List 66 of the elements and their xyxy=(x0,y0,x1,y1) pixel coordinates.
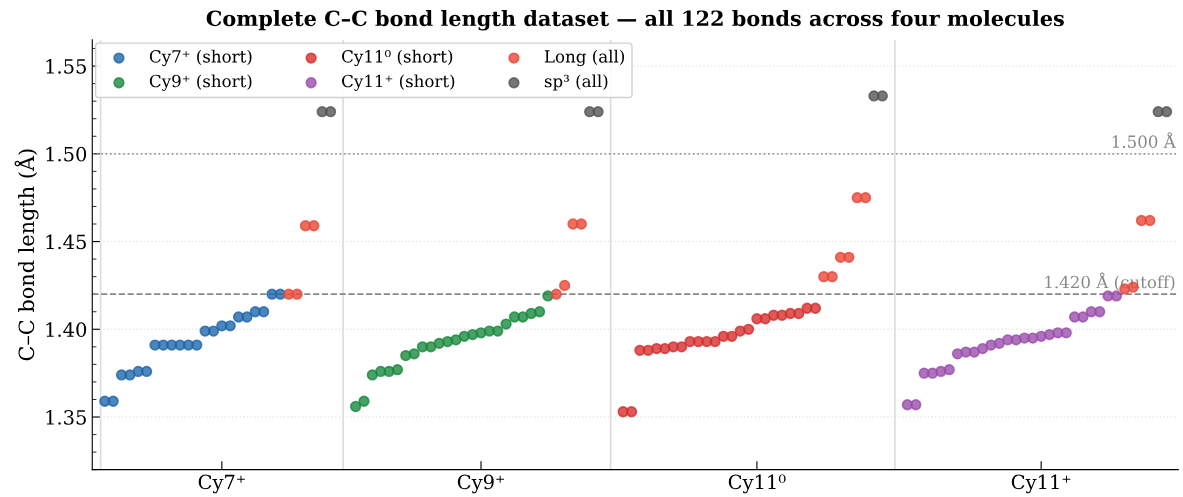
point xyxy=(450,334,462,346)
point xyxy=(1094,306,1106,318)
point xyxy=(107,395,119,407)
point xyxy=(1160,106,1173,118)
ref-line-label: 1.500 Å xyxy=(1112,132,1176,148)
legend-label: Cy11⁰ (short) xyxy=(342,49,453,67)
ref-line-label: 1.420 Å (cutoff) xyxy=(1045,272,1175,291)
point xyxy=(224,320,236,332)
point xyxy=(349,400,362,413)
point xyxy=(308,220,320,232)
point xyxy=(826,270,838,283)
y-tick-label: 1.55 xyxy=(46,59,86,74)
point xyxy=(550,288,562,300)
point xyxy=(517,311,529,323)
point xyxy=(500,318,512,330)
legend-label: Cy9⁺ (short) xyxy=(149,74,252,91)
point xyxy=(1077,311,1089,323)
point xyxy=(258,306,270,318)
legend-label: Long (all) xyxy=(544,49,625,67)
point xyxy=(241,311,253,323)
point xyxy=(592,106,604,118)
point xyxy=(993,337,1006,349)
point xyxy=(943,363,955,376)
y-axis-title: C–C bond length (Å) xyxy=(14,149,39,361)
point xyxy=(625,406,638,418)
point xyxy=(676,341,688,353)
point xyxy=(366,369,378,381)
point xyxy=(533,306,546,318)
legend-label: Cy7⁺ (short) xyxy=(149,49,252,67)
point xyxy=(968,346,980,358)
y-tick-label: 1.45 xyxy=(46,234,86,250)
point xyxy=(191,339,203,351)
x-tick-label: Cy11⁺ xyxy=(1011,474,1071,494)
y-tick-label: 1.50 xyxy=(46,146,87,162)
point xyxy=(207,325,220,337)
legend-label: sp³ (all) xyxy=(544,74,608,91)
point xyxy=(1060,327,1072,339)
point xyxy=(742,323,755,335)
point xyxy=(358,395,370,407)
point xyxy=(391,363,404,376)
y-tick-label: 1.40 xyxy=(46,322,87,337)
x-tick-label: Cy11⁰ xyxy=(728,474,786,494)
chart-title: Complete C–C bond length dataset — all 122 bonds across four molecules xyxy=(206,10,1064,31)
point xyxy=(1110,290,1123,302)
point xyxy=(140,365,153,378)
point xyxy=(859,192,872,204)
y-tick-label: 1.35 xyxy=(46,409,86,425)
x-tick-label: Cy9⁺ xyxy=(457,474,504,494)
point xyxy=(1144,214,1156,227)
point xyxy=(558,279,571,292)
point xyxy=(425,341,437,353)
point xyxy=(809,302,822,314)
x-tick-label: Cy7⁺ xyxy=(198,474,245,494)
point xyxy=(575,218,587,230)
point xyxy=(324,106,337,118)
point xyxy=(408,348,420,360)
point xyxy=(492,325,504,337)
point xyxy=(876,90,888,102)
point xyxy=(976,342,989,355)
point xyxy=(793,307,805,320)
point xyxy=(910,399,922,411)
point xyxy=(843,251,855,263)
point xyxy=(709,335,721,348)
legend-label: Cy11⁺ (short) xyxy=(342,74,455,91)
point xyxy=(726,330,738,342)
point xyxy=(291,288,303,300)
